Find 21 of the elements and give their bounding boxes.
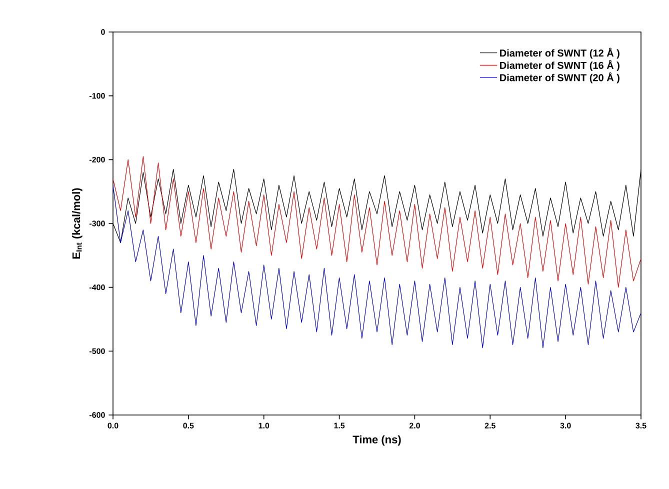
y-tick-label: -300 — [90, 220, 105, 226]
y-tick-label: -500 — [90, 348, 105, 354]
y-axis-title: E$_{Int}$ (kcal/mol) — [72, 188, 82, 259]
x-tick-label: 0.5 — [183, 422, 194, 428]
legend-label: Diameter of SWNT (16 Å ) — [500, 60, 620, 71]
line-series — [113, 156, 641, 288]
x-tick-label: 3.0 — [560, 422, 571, 428]
legend-label: Diameter of SWNT (12 Å ) — [500, 48, 620, 59]
x-tick-label: 1.0 — [258, 422, 270, 428]
y-tick-label: -400 — [90, 284, 105, 290]
y-tick-label: 0 — [101, 29, 105, 35]
y-tick-label: -200 — [90, 156, 105, 162]
x-tick-label: 2.0 — [409, 422, 420, 428]
x-tick-label: 1.5 — [334, 422, 345, 428]
x-tick-label: 3.5 — [636, 422, 646, 428]
legend-label: Diameter of SWNT (20 Å ) — [500, 72, 620, 84]
x-axis-title: Time (ns) — [352, 435, 401, 446]
x-tick-label: 2.5 — [484, 422, 496, 428]
y-tick-label: -100 — [90, 93, 105, 99]
x-tick-label: 0.0 — [108, 422, 118, 428]
y-tick-label: -600 — [90, 412, 105, 418]
